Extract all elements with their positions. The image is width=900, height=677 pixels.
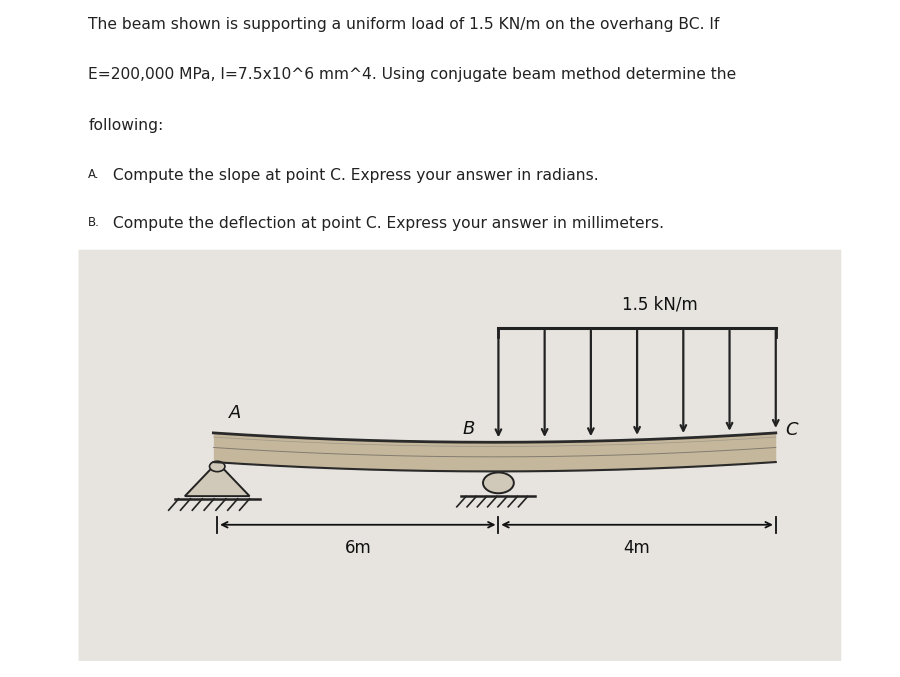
Text: Compute the deflection at point C. Express your answer in millimeters.: Compute the deflection at point C. Expre…: [108, 216, 664, 232]
Text: B.: B.: [88, 216, 100, 230]
Text: C: C: [785, 421, 797, 439]
Text: following:: following:: [88, 118, 164, 133]
Circle shape: [210, 461, 225, 472]
Text: Compute the slope at point C. Express your answer in radians.: Compute the slope at point C. Express yo…: [108, 168, 598, 183]
Text: 4m: 4m: [624, 540, 651, 557]
Text: 6m: 6m: [345, 540, 371, 557]
Text: B: B: [463, 420, 475, 438]
Text: 1.5 kN/m: 1.5 kN/m: [622, 295, 698, 313]
Polygon shape: [184, 462, 249, 496]
Text: A: A: [229, 403, 241, 422]
FancyBboxPatch shape: [78, 250, 842, 661]
Circle shape: [483, 473, 514, 494]
Text: The beam shown is supporting a uniform load of 1.5 KN/m on the overhang BC. If: The beam shown is supporting a uniform l…: [88, 17, 720, 32]
Text: A.: A.: [88, 168, 100, 181]
Text: E=200,000 MPa, I=7.5x10^6 mm^4. Using conjugate beam method determine the: E=200,000 MPa, I=7.5x10^6 mm^4. Using co…: [88, 67, 736, 83]
